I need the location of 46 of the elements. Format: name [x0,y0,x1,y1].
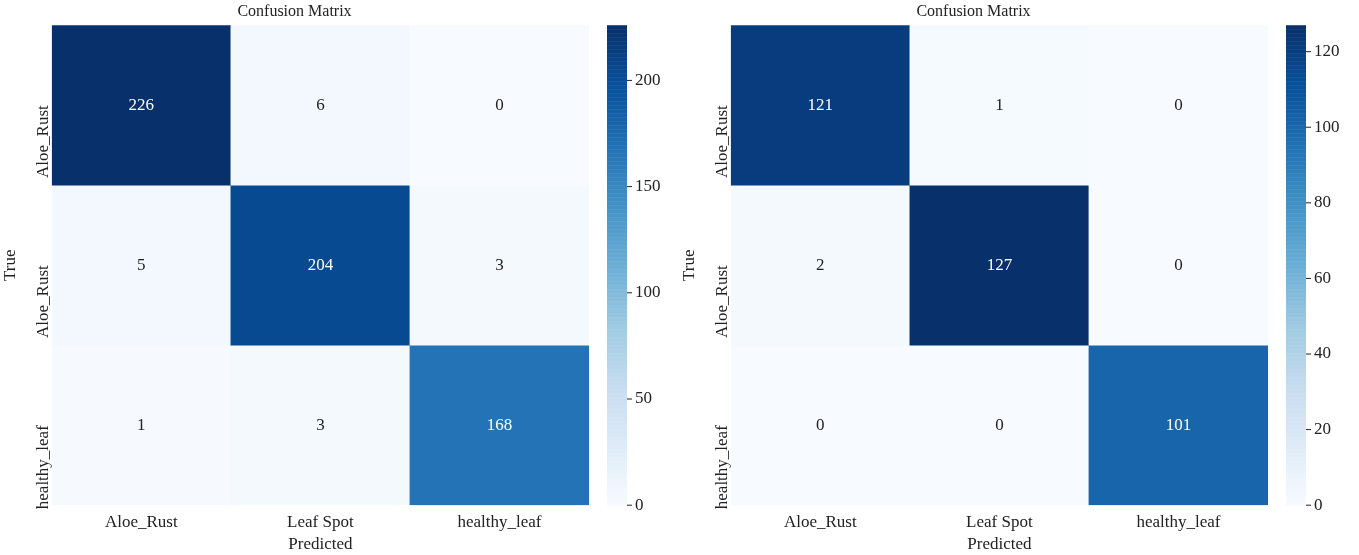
y-axis-title: True [0,249,19,281]
data-label: 2 [816,254,825,274]
color-bar-label: 120 [1314,41,1340,61]
data-label: 204 [307,254,334,274]
color-bar-label: 0 [635,494,644,514]
color-bar-label: 60 [1314,267,1331,287]
color-bar-label: 80 [1314,192,1331,212]
data-label: 5 [137,254,146,274]
color-bar-label: 150 [635,176,661,196]
data-label: 0 [1174,254,1183,274]
data-label: 226 [128,94,155,114]
data-label: 101 [1165,414,1192,434]
x-axis-title: Predicted [967,534,1032,554]
data-label: 0 [816,414,825,434]
chart-title: Confusion Matrix [237,1,352,19]
color-bar-label: 50 [635,388,652,408]
color-bar-label: 100 [1314,116,1340,136]
y-tick-label: Aloe_Rust [712,264,732,338]
data-label: 1 [995,94,1004,114]
y-tick-label: Aloe_Rust [33,264,53,338]
x-tick-label: Aloe_Rust [783,511,857,531]
color-bar-label: 100 [635,282,661,302]
y-tick-label: Aloe_Rust [33,104,53,178]
y-axis-title: True [678,249,698,281]
data-label: 1 [137,414,146,434]
chart-title: Confusion Matrix [916,1,1031,19]
data-label: 127 [986,254,1013,274]
data-label: 168 [486,414,513,434]
color-bar-label: 200 [635,69,661,89]
data-label: 121 [807,94,834,114]
data-label: 0 [1174,94,1183,114]
data-label: 6 [316,94,325,114]
data-label: 3 [316,414,325,434]
x-tick-label: Leaf Spot [287,511,354,531]
data-label: 0 [495,94,504,114]
x-axis-title: Predicted [288,534,353,554]
color-bar-label: 20 [1314,419,1331,439]
x-tick-label: healthy_leaf [457,511,542,531]
color-bar-label: 40 [1314,343,1331,363]
x-tick-label: Leaf Spot [966,511,1033,531]
data-label: 0 [995,414,1004,434]
x-tick-label: healthy_leaf [1136,511,1221,531]
x-tick-label: Aloe_Rust [104,511,178,531]
color-bar-label: 0 [1314,494,1323,514]
data-label: 3 [495,254,504,274]
y-tick-label: Aloe_Rust [712,104,732,178]
